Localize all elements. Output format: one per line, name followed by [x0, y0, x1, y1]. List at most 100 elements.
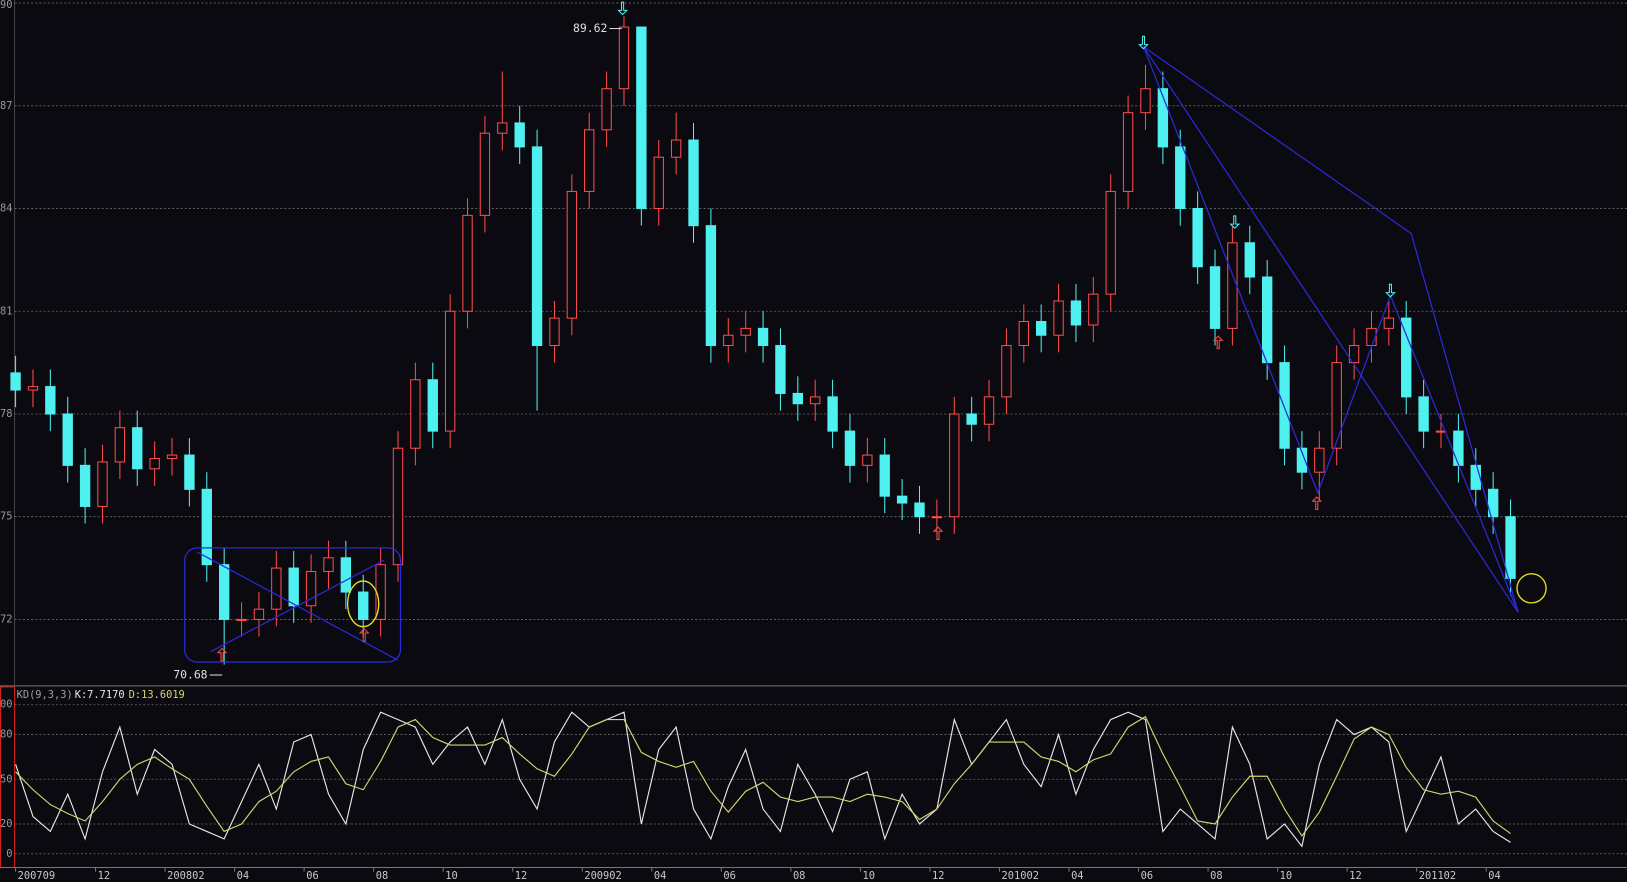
candle-body — [966, 413, 977, 425]
candle-body — [114, 427, 126, 463]
x-tick-label: 06 — [723, 870, 735, 882]
candle-body — [218, 564, 230, 620]
candle-body — [1105, 190, 1116, 295]
candle-body — [636, 26, 647, 210]
candle-body — [601, 88, 612, 131]
x-tick-label: 04 — [1071, 870, 1083, 882]
indicator-title: KD(9,3,3) — [17, 689, 73, 701]
candle-body — [1505, 516, 1516, 579]
x-tick-label: 08 — [1210, 870, 1222, 882]
y-tick-label: 75 — [0, 511, 12, 523]
candle-body — [288, 567, 299, 607]
candle-body — [1348, 344, 1360, 364]
candle-body — [983, 396, 995, 425]
x-tick-label: 06 — [1141, 870, 1153, 882]
drawn-line — [210, 559, 385, 653]
up-arrow — [1311, 496, 1323, 511]
candle-body — [1470, 464, 1481, 490]
candle-body — [497, 122, 508, 134]
candle-body — [1001, 344, 1012, 398]
candle-body — [688, 139, 699, 227]
low-markers — [216, 335, 1323, 662]
x-tick-label: 201102 — [1419, 870, 1456, 882]
drawn-line — [1142, 46, 1519, 613]
candle-body — [358, 591, 369, 620]
candle-body — [201, 488, 212, 566]
candle-body — [514, 122, 525, 148]
candle-body — [879, 454, 890, 497]
indicator-line — [15, 715, 1511, 837]
candle-body — [45, 386, 56, 415]
candle-body — [1487, 488, 1499, 518]
x-tick-label: 10 — [862, 870, 874, 882]
candle-body — [1227, 242, 1238, 329]
candle-body — [653, 156, 664, 210]
candle-body — [1314, 447, 1325, 473]
candle-body — [184, 454, 195, 490]
candle-body — [670, 139, 682, 158]
y-tick-label: 0 — [6, 848, 12, 860]
candle-body — [1088, 293, 1099, 326]
candle-body — [1418, 396, 1429, 432]
candle-body — [1157, 88, 1169, 148]
candle-body — [1383, 317, 1395, 329]
drawn-line — [1143, 46, 1519, 613]
up-arrow — [358, 628, 370, 642]
candle-body — [931, 516, 943, 519]
candle-body — [253, 608, 265, 620]
candle-body — [97, 461, 108, 507]
candle-body — [1175, 146, 1186, 210]
up-arrow — [932, 526, 944, 541]
candle-body — [1018, 321, 1029, 347]
candle-body — [1435, 430, 1447, 433]
candle-body — [1279, 362, 1290, 449]
candle-body — [775, 344, 786, 394]
candle-body — [10, 372, 21, 391]
candle-body — [479, 132, 491, 216]
candle-body — [566, 190, 578, 319]
y-tick-label: 81 — [0, 305, 12, 317]
drawing-layer — [184, 1, 1547, 663]
indicator-readout: D:13.6019 — [129, 689, 185, 701]
candle-body — [1053, 300, 1064, 336]
y-tick-label: 100 — [0, 699, 12, 711]
x-tick-label: 12 — [515, 870, 527, 882]
high-annotation: 89.62 — [573, 21, 607, 35]
candle-body — [949, 413, 960, 518]
x-tick-label: 08 — [793, 870, 805, 882]
candle-body — [1070, 300, 1082, 326]
candle-body — [132, 427, 143, 470]
up-arrow — [216, 647, 228, 662]
x-tick-label: 200802 — [167, 870, 204, 882]
candle-body — [427, 379, 438, 432]
x-tick-label: 12 — [932, 870, 944, 882]
y-tick-label: 87 — [0, 100, 12, 112]
x-tick-label: 04 — [237, 870, 249, 882]
candle-body — [410, 379, 421, 449]
candle-body — [1296, 447, 1308, 473]
high-markers — [617, 1, 1396, 298]
candle-body — [149, 457, 160, 470]
y-tick-label: 78 — [0, 408, 12, 420]
candle-body — [323, 557, 334, 573]
y-tick-label: 50 — [0, 773, 12, 785]
candle-body — [305, 570, 317, 607]
x-tick-label: 10 — [445, 870, 457, 882]
x-tick-label: 06 — [306, 870, 318, 882]
candle-body — [914, 502, 925, 518]
candle-body — [340, 557, 352, 593]
candle-body — [1192, 208, 1203, 268]
candle-body — [549, 317, 560, 347]
drawn-circle — [346, 580, 380, 628]
drawn-circle — [1516, 573, 1547, 604]
x-tick-label: 04 — [654, 870, 666, 882]
down-arrow — [1229, 215, 1241, 230]
candle-body — [844, 430, 856, 466]
drawn-line — [1142, 46, 1519, 613]
candle-body — [1122, 112, 1134, 192]
x-tick-label: 200709 — [18, 870, 55, 882]
